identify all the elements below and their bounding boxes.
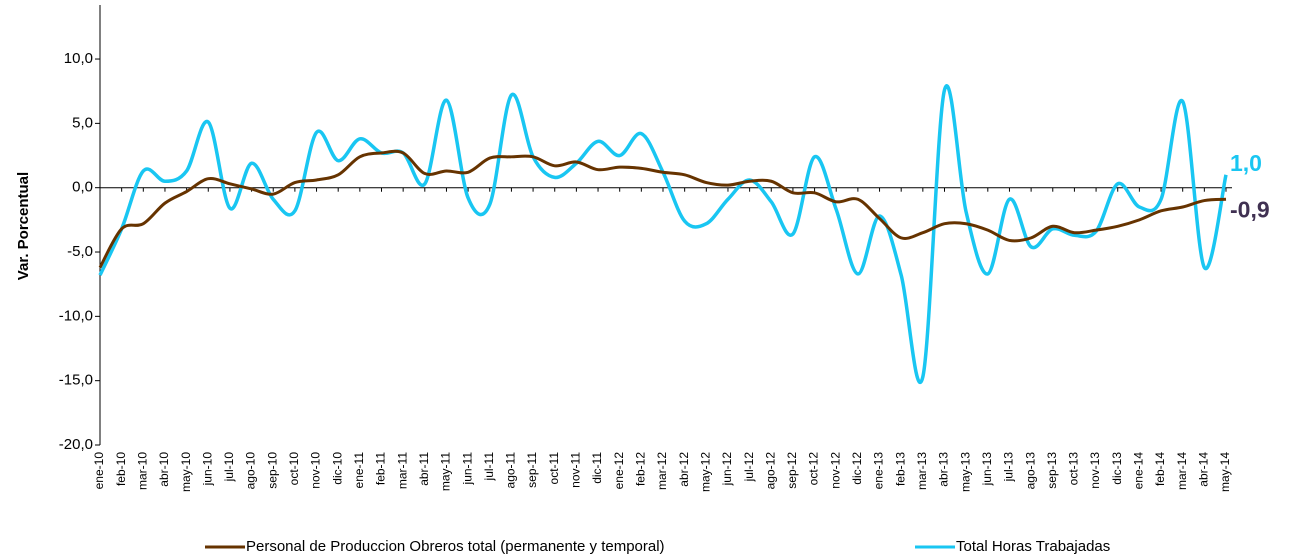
x-tick-label: sep-12 bbox=[785, 452, 799, 489]
x-tick-label: feb-11 bbox=[374, 452, 388, 485]
x-tick-label: dic-10 bbox=[330, 452, 344, 485]
y-axis-label: Var. Porcentual bbox=[15, 172, 32, 280]
x-tick-label: mar-12 bbox=[655, 452, 669, 490]
x-tick-label: feb-12 bbox=[634, 452, 648, 486]
x-tick-label: jul-11 bbox=[482, 452, 496, 482]
y-tick-label: 10,0 bbox=[64, 50, 93, 67]
value-label: -0,9 bbox=[1230, 196, 1270, 222]
x-tick-label: abr-13 bbox=[937, 452, 951, 487]
x-tick-label: jun-10 bbox=[200, 452, 214, 487]
x-tick-label: mar-11 bbox=[395, 452, 409, 489]
value-label: 1,0 bbox=[1230, 150, 1262, 176]
x-tick-label: abr-11 bbox=[417, 452, 431, 486]
x-tick-label: may-12 bbox=[698, 452, 712, 492]
x-tick-label: jun-11 bbox=[460, 452, 474, 486]
legend-label: Total Horas Trabajadas bbox=[956, 538, 1110, 555]
y-tick-label: -10,0 bbox=[59, 307, 93, 324]
x-tick-label: abr-12 bbox=[677, 452, 691, 487]
y-tick-label: 5,0 bbox=[72, 114, 93, 131]
x-tick-label: sep-10 bbox=[265, 452, 279, 489]
x-tick-label: ago-13 bbox=[1023, 452, 1037, 490]
x-tick-label: ago-11 bbox=[504, 452, 518, 489]
y-tick-label: -15,0 bbox=[59, 372, 93, 389]
x-tick-label: ene-12 bbox=[612, 452, 626, 490]
x-tick-label: dic-12 bbox=[850, 452, 864, 485]
x-tick-label: oct-13 bbox=[1067, 452, 1081, 486]
x-tick-label: oct-12 bbox=[807, 452, 821, 486]
x-tick-label: nov-12 bbox=[828, 452, 842, 489]
line-series bbox=[98, 84, 1228, 384]
x-tick-label: abr-10 bbox=[157, 452, 171, 487]
x-tick-label: mar-14 bbox=[1175, 452, 1189, 490]
x-tick-label: ene-10 bbox=[92, 452, 106, 490]
x-tick-label: ene-14 bbox=[1132, 452, 1146, 490]
x-tick-label: ene-13 bbox=[872, 452, 886, 490]
x-tick-label: oct-11 bbox=[547, 452, 561, 485]
x-tick-label: mar-13 bbox=[915, 452, 929, 490]
x-tick-label: jul-12 bbox=[742, 452, 756, 483]
x-tick-label: jun-12 bbox=[720, 452, 734, 487]
x-tick-label: sep-13 bbox=[1045, 452, 1059, 489]
x-tick-label: ago-12 bbox=[763, 452, 777, 490]
x-tick-label: may-14 bbox=[1218, 452, 1232, 492]
x-tick-label: dic-13 bbox=[1110, 452, 1124, 485]
x-tick-label: jul-10 bbox=[222, 452, 236, 483]
x-tick-label: sep-11 bbox=[525, 452, 539, 488]
y-tick-label: 0,0 bbox=[72, 179, 93, 196]
x-tick-label: nov-11 bbox=[569, 452, 583, 488]
x-tick-label: oct-10 bbox=[287, 452, 301, 486]
x-tick-label: may-10 bbox=[179, 452, 193, 492]
x-tick-label: nov-13 bbox=[1088, 452, 1102, 489]
x-tick-label: feb-13 bbox=[893, 452, 907, 486]
x-tick-label: mar-10 bbox=[135, 452, 149, 490]
x-tick-label: feb-14 bbox=[1153, 452, 1167, 486]
x-tick-label: ago-10 bbox=[244, 452, 258, 490]
line-series bbox=[98, 149, 1227, 269]
x-tick-label: ene-11 bbox=[352, 452, 366, 489]
legend-label: Personal de Produccion Obreros total (pe… bbox=[246, 538, 665, 555]
x-tick-label: abr-14 bbox=[1197, 452, 1211, 487]
x-tick-label: may-11 bbox=[439, 452, 453, 491]
y-tick-label: -5,0 bbox=[67, 243, 93, 260]
x-tick-label: jul-13 bbox=[1002, 452, 1016, 483]
x-tick-label: nov-10 bbox=[309, 452, 323, 489]
x-tick-label: dic-11 bbox=[590, 452, 604, 484]
y-tick-label: -20,0 bbox=[59, 436, 93, 453]
x-tick-label: jun-13 bbox=[980, 452, 994, 487]
x-tick-label: may-13 bbox=[958, 452, 972, 492]
x-tick-label: feb-10 bbox=[114, 452, 128, 486]
